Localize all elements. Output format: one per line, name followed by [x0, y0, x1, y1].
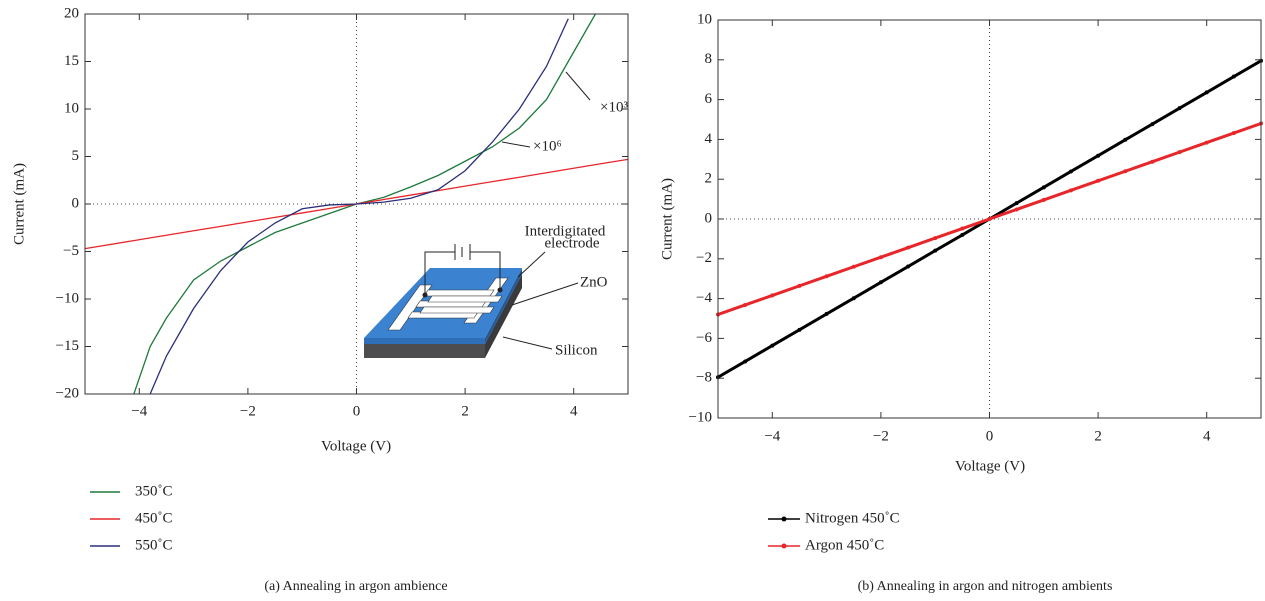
y-axis-title: Current (mA) — [659, 178, 675, 260]
legend-label: 450˚C — [135, 510, 173, 526]
x-tick-label: 2 — [1094, 428, 1102, 444]
x-tick-label: −2 — [873, 428, 889, 444]
data-point — [1068, 188, 1073, 193]
y-tick-label: −10 — [56, 290, 79, 306]
y-tick-label: 0 — [705, 210, 713, 226]
y-tick-label: −10 — [689, 409, 712, 425]
y-tick-label: −5 — [63, 243, 79, 259]
data-point — [1231, 74, 1236, 79]
annotation: Silicon — [555, 342, 598, 358]
legend-marker — [781, 543, 787, 549]
y-tick-label: 20 — [64, 5, 79, 21]
data-point — [797, 283, 802, 288]
x-tick-label: 4 — [570, 403, 578, 419]
data-point — [906, 245, 911, 250]
data-point — [933, 236, 938, 241]
data-point — [1014, 207, 1019, 212]
data-point — [1177, 150, 1182, 155]
data-point — [1204, 90, 1209, 95]
x-tick-label: −4 — [764, 428, 780, 444]
y-tick-label: 2 — [705, 171, 713, 187]
legend-label: Argon 450˚C — [805, 537, 884, 553]
data-point — [1177, 106, 1182, 111]
data-point — [743, 302, 748, 307]
series-line — [133, 14, 596, 394]
y-tick-label: −20 — [56, 385, 79, 401]
y-tick-label: −4 — [696, 290, 712, 306]
x-tick-label: 0 — [986, 428, 994, 444]
data-point — [1041, 185, 1046, 190]
x-axis-title: Voltage (V) — [321, 438, 391, 454]
annotation: electrode — [545, 235, 600, 251]
legend-label: 550˚C — [135, 537, 173, 553]
y-tick-label: 0 — [72, 195, 80, 211]
data-point — [770, 293, 775, 298]
caption: (b) Annealing in argon and nitrogen ambi… — [858, 579, 1113, 594]
y-tick-label: −8 — [696, 370, 712, 386]
data-point — [851, 296, 856, 301]
y-axis-title: Current (mA) — [11, 163, 27, 245]
annotation: ×10⁶ — [533, 138, 562, 154]
y-tick-label: 6 — [705, 91, 713, 107]
y-tick-label: 10 — [697, 11, 712, 27]
data-point — [797, 327, 802, 332]
data-point — [1150, 159, 1155, 164]
annotation: ZnO — [580, 274, 608, 290]
x-tick-label: −2 — [240, 403, 256, 419]
data-point — [878, 255, 883, 260]
data-point — [960, 232, 965, 237]
data-point — [1096, 178, 1101, 183]
data-point — [1068, 169, 1073, 174]
data-point — [1123, 169, 1128, 174]
x-tick-label: 0 — [353, 403, 361, 419]
data-point — [933, 248, 938, 253]
y-tick-label: −15 — [56, 338, 79, 354]
caption: (a) Annealing in argon ambience — [264, 579, 447, 594]
data-point — [851, 264, 856, 269]
series-line — [149, 18, 569, 394]
series-line — [85, 158, 628, 250]
y-tick-label: 15 — [64, 53, 79, 69]
y-tick-label: 4 — [705, 131, 713, 147]
x-tick-label: −4 — [131, 403, 147, 419]
data-point — [1231, 131, 1236, 136]
y-tick-label: −2 — [696, 250, 712, 266]
data-point — [824, 311, 829, 316]
annotation: Interdigitated — [525, 223, 606, 239]
x-tick-label: 2 — [461, 403, 469, 419]
data-point — [906, 264, 911, 269]
data-point — [1041, 197, 1046, 202]
data-point — [770, 343, 775, 348]
data-point — [824, 274, 829, 279]
data-point — [878, 280, 883, 285]
y-tick-label: 10 — [64, 100, 79, 116]
legend-marker — [781, 516, 787, 522]
legend-label: Nitrogen 450˚C — [805, 510, 900, 526]
data-point — [960, 226, 965, 231]
data-point — [743, 359, 748, 364]
y-tick-label: −6 — [696, 330, 712, 346]
y-tick-label: 5 — [72, 148, 80, 164]
data-point — [1150, 122, 1155, 127]
legend-label: 350˚C — [135, 483, 173, 499]
x-tick-label: 4 — [1203, 428, 1211, 444]
y-tick-label: 8 — [705, 51, 713, 67]
data-point — [1096, 153, 1101, 158]
annotation: ×10³ — [600, 99, 628, 115]
data-point — [1204, 140, 1209, 145]
data-point — [987, 217, 992, 221]
x-axis-title: Voltage (V) — [955, 458, 1025, 474]
data-point — [1014, 201, 1019, 206]
data-point — [1123, 137, 1128, 142]
inset-diagram — [364, 71, 591, 358]
